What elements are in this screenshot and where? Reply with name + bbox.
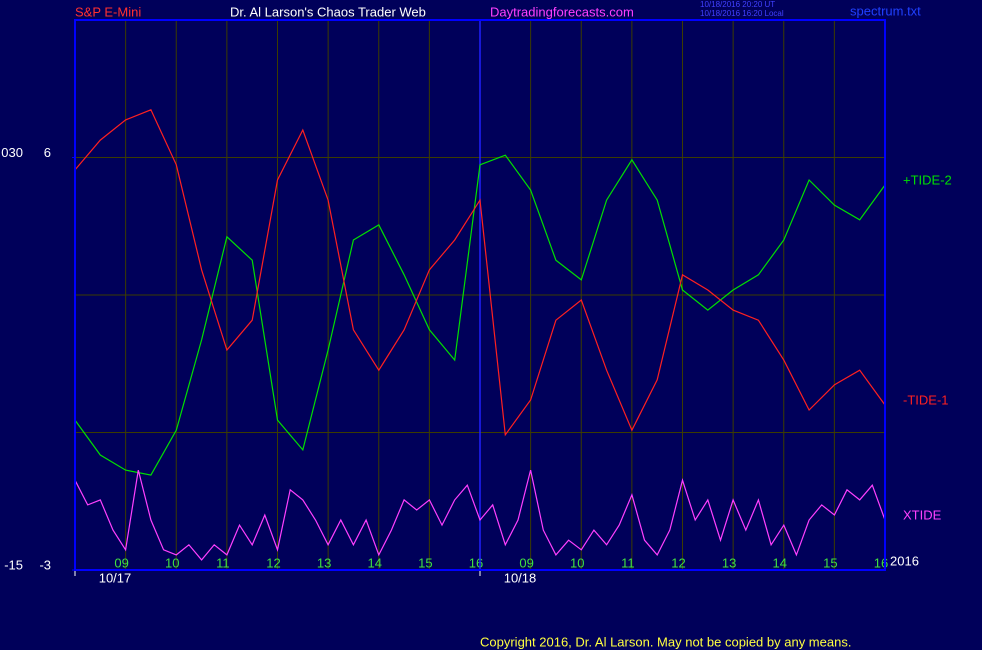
x-tick-label: 10 <box>570 555 584 570</box>
x-tick-label: 13 <box>317 555 331 570</box>
x-tick-label: 14 <box>368 555 382 570</box>
date-label: 10/18 <box>504 570 537 585</box>
x-tick-label: 11 <box>216 555 230 570</box>
series-label: XTIDE <box>903 507 942 522</box>
x-tick-label: 09 <box>114 555 128 570</box>
y2-tick-label: -15 <box>4 557 23 572</box>
copyright: Copyright 2016, Dr. Al Larson. May not b… <box>480 634 851 649</box>
date-label: 10/17 <box>99 570 132 585</box>
y2-tick-label: 030 <box>1 145 23 160</box>
x-tick-label: 11 <box>621 555 635 570</box>
y-tick-label: -3 <box>39 557 51 572</box>
time-ut: 10/18/2016 20:20 UT <box>700 0 775 9</box>
time-local: 10/18/2016 16:20 Local <box>700 9 784 18</box>
site-title: Dr. Al Larson's Chaos Trader Web <box>230 4 426 19</box>
x-tick-label: 16 <box>469 555 483 570</box>
series-label: +TIDE-2 <box>903 172 952 187</box>
year-label: 2016 <box>890 553 919 568</box>
x-tick-label: 09 <box>519 555 533 570</box>
instrument: S&P E-Mini <box>75 4 141 19</box>
file-name: spectrum.txt <box>850 3 921 18</box>
x-tick-label: 16 <box>874 555 888 570</box>
x-tick-label: 13 <box>722 555 736 570</box>
plot-area: -3 6 -15 030 09 10 11 12 13 14 15 16 09 10 11 12 13 14 15 1… <box>1 19 952 576</box>
y-tick-label: 6 <box>44 145 51 160</box>
x-tick-label: 10 <box>165 555 179 570</box>
series-line <box>74 154 886 476</box>
x-tick-label: 12 <box>671 555 685 570</box>
series-line <box>74 469 886 561</box>
series-line <box>74 109 886 437</box>
plot-border <box>74 19 886 571</box>
x-tick-label: 12 <box>266 555 280 570</box>
x-tick-label: 15 <box>418 555 432 570</box>
site-url: Daytradingforecasts.com <box>490 4 634 19</box>
series-label: -TIDE-1 <box>903 392 949 407</box>
x-tick-label: 14 <box>773 555 787 570</box>
x-tick-label: 15 <box>823 555 837 570</box>
